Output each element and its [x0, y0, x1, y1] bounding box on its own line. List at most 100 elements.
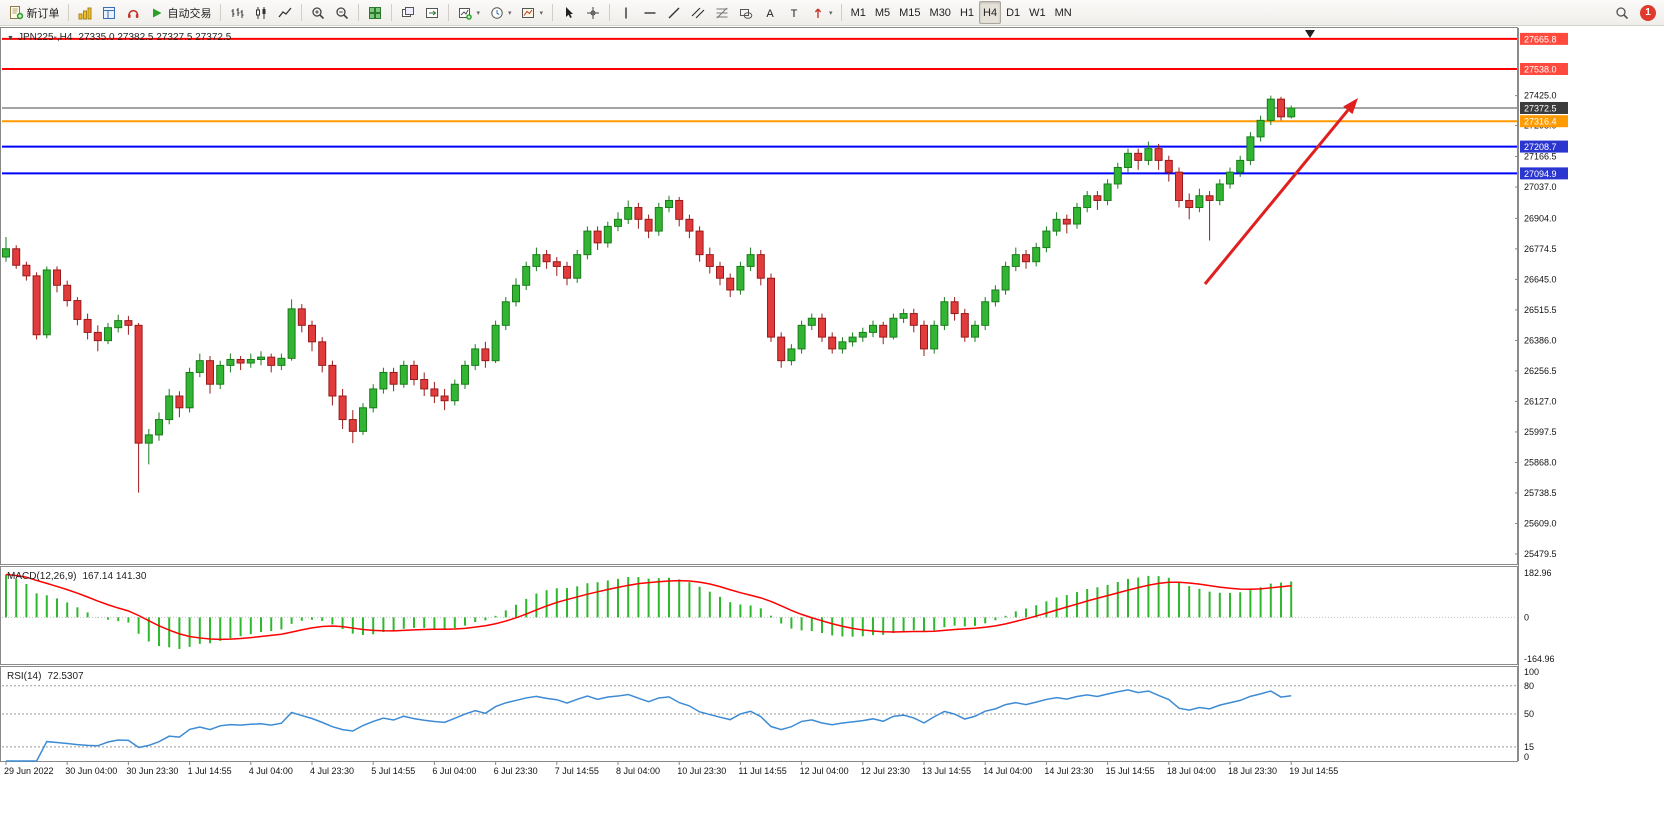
chart-shift-button[interactable] — [421, 1, 444, 24]
crosshair-button[interactable] — [581, 1, 604, 24]
svg-text:18 Jul 04:00: 18 Jul 04:00 — [1167, 766, 1216, 776]
arrows-icon — [810, 5, 825, 20]
svg-text:26515.5: 26515.5 — [1524, 305, 1557, 315]
shapes-icon — [738, 5, 753, 20]
svg-text:0: 0 — [1524, 752, 1529, 762]
chart-region[interactable]: 27425.027298.027166.527037.026904.026774… — [0, 25, 1664, 834]
dropdown-caret-icon: ▾ — [508, 9, 512, 17]
tf-h1-button-label: H1 — [959, 6, 974, 19]
market-watch-button[interactable] — [98, 1, 121, 24]
toolbar-separator — [391, 4, 392, 21]
svg-text:6 Jul 04:00: 6 Jul 04:00 — [432, 766, 476, 776]
svg-text:27425.0: 27425.0 — [1524, 91, 1557, 101]
shift-chart-icon — [425, 5, 440, 20]
svg-text:26645.0: 26645.0 — [1524, 274, 1557, 284]
vline-icon — [618, 5, 633, 20]
svg-text:-164.96: -164.96 — [1524, 654, 1555, 664]
tf-h4-button[interactable]: H4 — [979, 1, 1002, 24]
periods-button[interactable]: ▾ — [485, 1, 516, 24]
new-chart-button[interactable]: ▾ — [454, 1, 485, 24]
line-chart-icon — [278, 5, 293, 20]
svg-text:27316.4: 27316.4 — [1524, 117, 1557, 127]
new-order-button[interactable]: 新订单 — [5, 1, 64, 24]
templates-button[interactable]: ▾ — [517, 1, 548, 24]
tf-mn-button-label: MN — [1054, 6, 1072, 19]
svg-text:29 Jun 2022: 29 Jun 2022 — [4, 766, 54, 776]
svg-text:27372.5: 27372.5 — [1524, 103, 1557, 113]
svg-text:14 Jul 04:00: 14 Jul 04:00 — [983, 766, 1032, 776]
tile-windows-button[interactable] — [364, 1, 387, 24]
svg-text:15 Jul 14:55: 15 Jul 14:55 — [1106, 766, 1155, 776]
svg-text:26386.0: 26386.0 — [1524, 335, 1557, 345]
auto-arrange-button[interactable] — [397, 1, 420, 24]
dropdown-caret-icon: ▾ — [539, 9, 544, 17]
svg-text:25479.5: 25479.5 — [1524, 549, 1557, 559]
tf-w1-button-label: W1 — [1029, 6, 1046, 19]
toolbar-separator — [608, 4, 610, 21]
shapes-button[interactable] — [734, 1, 757, 24]
toolbar-separator — [448, 4, 449, 21]
tf-w1-button[interactable]: W1 — [1025, 1, 1050, 24]
svg-text:11 Jul 14:55: 11 Jul 14:55 — [738, 766, 786, 776]
svg-text:14 Jul 23:30: 14 Jul 23:30 — [1044, 766, 1093, 776]
vertical-line-button[interactable] — [614, 1, 637, 24]
toolbar-separator — [551, 4, 553, 21]
autotrading-button[interactable]: 自动交易 — [146, 1, 216, 24]
tf-m30-button[interactable]: M30 — [926, 1, 955, 24]
tf-m1-button[interactable]: M1 — [847, 1, 870, 24]
tf-m5-button-label: M5 — [874, 6, 891, 19]
svg-text:30 Jun 04:00: 30 Jun 04:00 — [65, 766, 117, 776]
text-label-button[interactable]: T — [782, 1, 805, 24]
svg-text:182.96: 182.96 — [1524, 568, 1552, 578]
svg-text:12 Jul 23:30: 12 Jul 23:30 — [861, 766, 910, 776]
new-chart-icon — [458, 5, 473, 20]
search-button[interactable] — [1611, 1, 1634, 24]
svg-text:7 Jul 14:55: 7 Jul 14:55 — [555, 766, 599, 776]
svg-text:25609.0: 25609.0 — [1524, 518, 1557, 528]
fibonacci-button[interactable] — [710, 1, 733, 24]
svg-text:18 Jul 23:30: 18 Jul 23:30 — [1228, 766, 1277, 776]
toolbar-separator — [220, 4, 221, 21]
zoom-in-button[interactable] — [307, 1, 330, 24]
svg-text:100: 100 — [1524, 667, 1539, 677]
svg-text:26256.5: 26256.5 — [1524, 366, 1557, 376]
tf-d1-button-label: D1 — [1006, 6, 1021, 19]
fibo-icon — [714, 5, 729, 20]
candlestick-button[interactable] — [250, 1, 273, 24]
help-button[interactable] — [122, 1, 145, 24]
channel-button[interactable] — [686, 1, 709, 24]
tf-mn-button[interactable]: MN — [1051, 1, 1076, 24]
notification-badge[interactable]: 1 — [1640, 4, 1656, 21]
tf-m15-button[interactable]: M15 — [895, 1, 924, 24]
arrows-button[interactable]: ▾ — [806, 1, 837, 24]
horizontal-line-button[interactable] — [638, 1, 661, 24]
cursor-button[interactable] — [557, 1, 580, 24]
toolbar-separator — [301, 4, 302, 21]
bar-chart-button[interactable] — [226, 1, 249, 24]
cursor-icon — [561, 5, 576, 20]
line-chart-button[interactable] — [274, 1, 297, 24]
svg-text:26127.0: 26127.0 — [1524, 396, 1557, 406]
tf-h1-button[interactable]: H1 — [956, 1, 978, 24]
svg-text:27665.8: 27665.8 — [1524, 34, 1557, 44]
svg-text:27166.5: 27166.5 — [1524, 152, 1557, 162]
dropdown-caret-icon: ▾ — [476, 9, 481, 17]
chart-canvas[interactable]: 27425.027298.027166.527037.026904.026774… — [0, 25, 1664, 834]
zoom-out-button[interactable] — [331, 1, 354, 24]
svg-text:26774.5: 26774.5 — [1524, 244, 1557, 254]
charts-button[interactable] — [74, 1, 97, 24]
tf-m1-button-label: M1 — [850, 6, 866, 19]
bar-chart-icon — [230, 5, 245, 20]
dropdown-caret-icon: ▾ — [829, 9, 833, 17]
tf-m5-button[interactable]: M5 — [871, 1, 894, 24]
svg-text:12 Jul 04:00: 12 Jul 04:00 — [800, 766, 849, 776]
label-icon: T — [786, 5, 801, 20]
svg-text:0: 0 — [1524, 612, 1529, 622]
svg-text:80: 80 — [1524, 681, 1534, 691]
svg-text:25738.5: 25738.5 — [1524, 488, 1557, 498]
text-button[interactable]: A — [758, 1, 781, 24]
zoom-in-icon — [311, 5, 326, 20]
trendline-button[interactable] — [662, 1, 685, 24]
tf-d1-button[interactable]: D1 — [1002, 1, 1024, 24]
